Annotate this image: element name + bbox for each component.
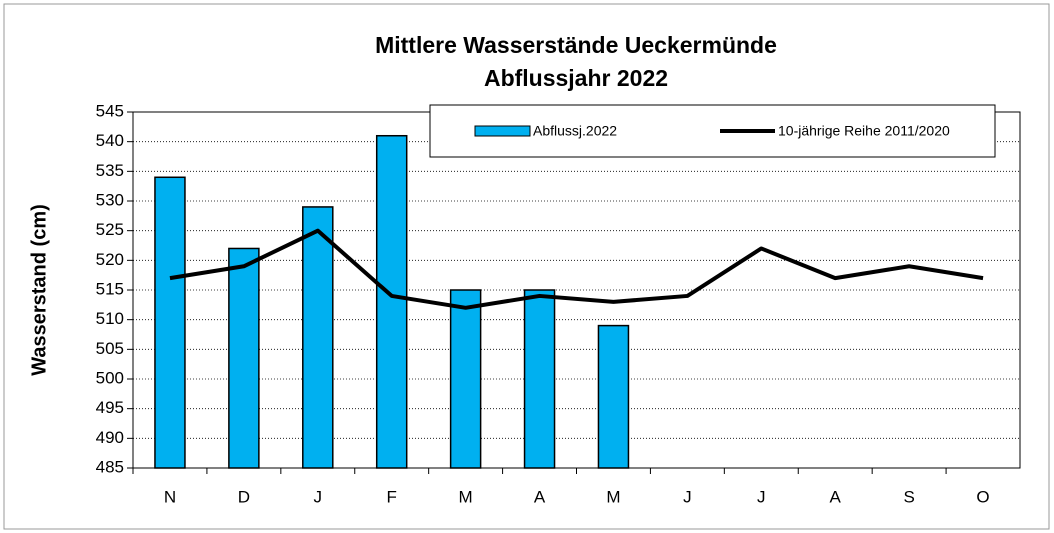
y-tick-label: 510 — [96, 309, 124, 328]
y-tick-label: 540 — [96, 131, 124, 150]
y-tick-label: 495 — [96, 398, 124, 417]
bar — [228, 247, 260, 469]
x-tick-label: A — [830, 487, 842, 506]
y-tick-label: 490 — [96, 428, 124, 447]
chart-title: Abflussjahr 2022 — [484, 65, 668, 91]
x-tick-label: M — [606, 487, 620, 506]
legend-swatch — [474, 125, 531, 137]
y-tick-label: 485 — [96, 457, 124, 476]
y-tick-label: 530 — [96, 190, 124, 209]
x-tick-label: O — [976, 487, 989, 506]
bar — [302, 206, 334, 469]
x-tick-label: J — [757, 487, 766, 506]
bar — [449, 289, 482, 469]
x-tick-label: S — [903, 487, 914, 506]
bar — [154, 176, 186, 469]
y-axis-label: Wasserstand (cm) — [28, 204, 50, 376]
legend-label: 10-jährige Reihe 2011/2020 — [778, 123, 950, 139]
y-tick-label: 500 — [96, 368, 124, 387]
line — [169, 228, 984, 310]
y-tick-label: 515 — [96, 279, 124, 298]
y-tick-label: 525 — [96, 220, 124, 239]
y-tick-label: 545 — [96, 101, 124, 120]
x-tick-label: M — [459, 487, 473, 506]
x-tick-label: N — [164, 487, 176, 506]
bar — [523, 289, 556, 469]
legend-label: Abflussj.2022 — [533, 123, 617, 139]
y-tick-label: 535 — [96, 161, 124, 180]
chart-title: Mittlere Wasserstände Ueckermünde — [375, 32, 777, 58]
x-tick-label: F — [387, 487, 397, 506]
bar — [597, 324, 630, 469]
x-tick-label: A — [534, 487, 546, 506]
y-tick-label: 520 — [96, 250, 124, 269]
y-tick-label: 505 — [96, 339, 124, 358]
bar — [375, 134, 408, 469]
x-tick-label: D — [238, 487, 250, 506]
x-tick-label: J — [683, 487, 692, 506]
x-tick-label: J — [314, 487, 323, 506]
